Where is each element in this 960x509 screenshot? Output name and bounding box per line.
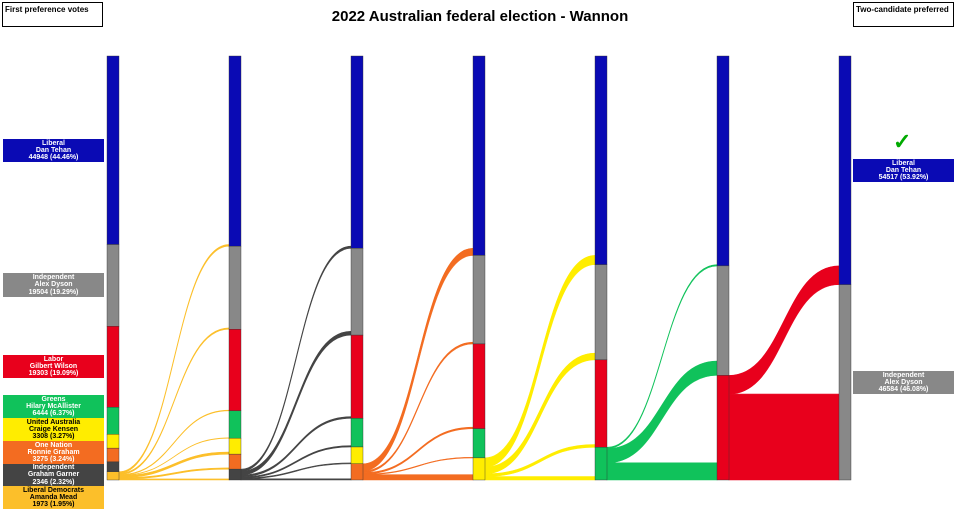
bar-round0-lib [106,55,120,245]
vote-count: 2346 (2.32%) [32,478,75,486]
vote-count: 3308 (3.27%) [32,433,75,441]
flow-uap-to-alp [484,444,596,477]
bar-round3-dys [472,255,486,345]
two-candidate-header: Two-candidate preferred [853,2,954,27]
bar-round2-grn [350,418,364,448]
flow-onp-to-lib [362,247,474,472]
candidate-name: Alex Dyson [884,378,923,386]
party: Independent [882,371,925,379]
party: United Australia [26,418,81,426]
party: Liberal [42,139,65,147]
vote-count: 46584 (46.08%) [878,386,929,394]
bar-round3-uap [472,457,486,481]
candidate-name: Dan Tehan [885,166,922,174]
bar-round1-uap [228,437,242,455]
vote-count: 3275 (3.24%) [32,456,75,464]
party: One Nation [34,441,73,449]
bar-round1-alp [228,329,242,412]
first-pref-label-onp: One Nation Ronnie Graham 3275 (3.24%) [3,441,104,464]
bar-round0-dys [106,244,120,327]
flow-alp-to-dys [728,393,840,481]
vote-count: 6444 (6.37%) [32,410,75,418]
vote-count: 19303 (19.09%) [28,370,79,378]
flow-alp-to-lib [728,265,840,395]
bar-round0-alp [106,326,120,408]
bar-round3-alp [472,343,486,429]
bar-round6-lib [838,55,852,285]
bar-round1-grn [228,410,242,439]
bar-round2-uap [350,446,364,464]
first-preference-header: First preference votes [2,2,103,27]
first-pref-label-dys: Independent Alex Dyson 19504 (19.29%) [3,273,104,297]
bar-round2-onp [350,463,364,481]
party: Greens [41,395,66,403]
candidate-name: Graham Garner [27,471,80,479]
party: Independent [32,464,75,472]
candidate-name: Amanda Mead [29,493,78,501]
vote-count: 54517 (53.92%) [878,174,929,182]
bar-round1-lib [228,55,242,247]
first-pref-label-uap: United Australia Craige Kensen 3308 (3.27%… [3,418,104,441]
vote-count: 44948 (44.46%) [28,154,79,162]
bar-round0-ldp [106,471,120,481]
flow-grn-to-alp [606,462,718,481]
tcp-label-dys: Independent Alex Dyson 46584 (46.08%) [853,371,954,394]
candidate-name: Craige Kensen [28,425,79,433]
bar-round3-lib [472,55,486,256]
first-pref-label-lib: Liberal Dan Tehan 44948 (44.46%) [3,139,104,162]
candidate-name: Gilbert Wilson [29,362,78,370]
bar-round4-lib [594,55,608,265]
bar-round0-grn [106,407,120,435]
bar-round3-grn [472,428,486,459]
party: Labor [43,355,64,363]
bar-round2-lib [350,55,364,249]
bar-round0-uap [106,434,120,449]
candidate-name: Dan Tehan [35,146,72,154]
vote-count: 19504 (19.29%) [28,288,79,296]
bar-round4-alp [594,359,608,448]
flow-grn-to-dys [606,360,718,464]
candidate-name: Ronnie Graham [27,448,80,456]
flow-ldp-to-gar [118,478,230,481]
bar-round1-gar [228,468,242,481]
first-pref-label-gar: Independent Graham Garner 2346 (2.32%) [3,464,104,486]
party: Independent [32,274,75,282]
bar-round0-onp [106,447,120,463]
tcp-label-lib: Liberal Dan Tehan 54517 (53.92%) [853,159,954,182]
flow-uap-to-grn [484,476,596,481]
bar-round6-dys [838,284,852,481]
bar-round2-alp [350,334,364,419]
bar-round1-dys [228,245,242,330]
bar-round4-dys [594,264,608,361]
flow-grn-to-lib [606,264,718,449]
bar-round0-gar [106,461,120,472]
candidate-name: Hilary McAllister [26,402,81,410]
bar-round1-onp [228,453,242,470]
flow-onp-to-uap [362,474,474,481]
flow-gar-to-onp [240,478,352,481]
check-icon: ✓ [893,129,912,154]
first-pref-label-grn: Greens Hilary McAllister 6444 (6.37%) [3,395,104,418]
chart-title: 2022 Australian federal election - Wanno… [331,8,629,25]
party: Liberal [892,159,915,167]
bar-round5-lib [716,55,730,267]
party: Liberal Democrats [22,486,85,494]
bar-round2-dys [350,248,364,336]
flow-gar-to-dys [240,331,352,476]
flow-gar-to-lib [240,245,352,472]
bar-round5-alp [716,375,730,481]
vote-count: 1973 (1.95%) [32,501,75,509]
first-pref-label-alp: Labor Gilbert Wilson 19303 (19.09%) [3,355,104,378]
first-pref-label-ldp: Liberal Democrats Amanda Mead 1973 (1.95%) [3,486,104,509]
bar-round5-dys [716,265,730,376]
bar-round4-grn [594,447,608,481]
candidate-name: Alex Dyson [34,281,73,289]
